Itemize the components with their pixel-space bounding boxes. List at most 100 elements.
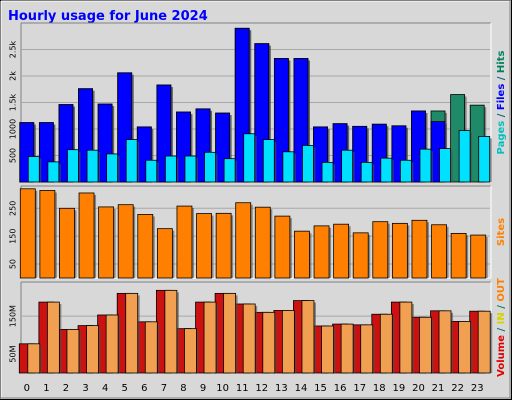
bar-pages-12 <box>262 139 275 183</box>
bar-pages-9 <box>204 151 216 183</box>
bar-pages-2 <box>67 149 79 183</box>
panel-side-label: Sites <box>496 218 507 246</box>
bar-out-18 <box>379 313 393 374</box>
bar-out-8 <box>184 328 197 374</box>
bar-out-19 <box>399 301 413 374</box>
bar-pages-6 <box>145 159 158 183</box>
bar-pages-1 <box>47 161 60 183</box>
bar-sites-14 <box>294 230 310 279</box>
panel-side-label: Pages / Files / Hits <box>496 51 507 155</box>
bar-pages-0 <box>27 156 40 183</box>
bar-files-13 <box>273 58 289 183</box>
bar-sites-22 <box>450 232 467 279</box>
x-tick-label: 13 <box>275 383 288 394</box>
bar-pages-14 <box>302 145 314 183</box>
x-tick-label: 20 <box>412 383 425 394</box>
x-tick-label: 12 <box>255 383 268 394</box>
bar-sites-23 <box>470 234 487 279</box>
y-tick-label: 1000 <box>9 119 18 139</box>
panel-volume: 50M 150M Volume / IN / OUT <box>9 278 508 377</box>
bar-sites-9 <box>196 213 212 279</box>
y-tick-label: 2.5k <box>9 40 18 58</box>
x-tick-label: 15 <box>314 383 327 394</box>
bar-pages-8 <box>184 155 197 183</box>
x-tick-label: 3 <box>82 383 88 394</box>
chart-title: Hourly usage for June 2024 <box>8 9 208 24</box>
y-tick-label: 1.5k <box>9 93 18 111</box>
x-tick-label: 6 <box>141 383 147 394</box>
bar-sites-0 <box>19 188 36 279</box>
x-axis: 0 1 2 3 4 5 6 7 8 9 10 11 12 13 14 15 16 17 18 19 20 21 22 23 <box>24 383 484 394</box>
x-tick-label: 8 <box>180 383 186 394</box>
x-tick-label: 19 <box>393 383 406 394</box>
bar-out-11 <box>242 303 256 374</box>
panel-hits: 500 1000 1.5k 2k 2.5k Pages / Files / Hits <box>9 22 507 183</box>
x-tick-label: 1 <box>43 383 49 394</box>
bar-out-3 <box>86 325 99 374</box>
bar-pages-13 <box>282 151 295 183</box>
x-tick-label: 4 <box>102 383 108 394</box>
bar-out-20 <box>419 316 432 374</box>
series-sites <box>19 188 488 279</box>
bar-pages-20 <box>419 148 432 183</box>
bar-sites-15 <box>313 225 330 279</box>
bar-out-6 <box>144 321 158 374</box>
bar-pages-10 <box>223 158 236 183</box>
bar-sites-1 <box>39 190 56 279</box>
bar-pages-3 <box>86 149 99 183</box>
bar-out-15 <box>321 325 334 374</box>
bar-sites-18 <box>372 221 389 279</box>
bar-pages-21 <box>439 148 451 183</box>
bar-pages-22 <box>458 130 471 183</box>
bar-sites-12 <box>254 206 271 279</box>
y-tick-label: 500 <box>9 148 18 163</box>
bar-pages-18 <box>380 157 393 183</box>
bar-sites-13 <box>274 215 291 279</box>
bar-pages-5 <box>125 139 138 183</box>
y-tick-label: 50M <box>9 345 18 362</box>
bar-out-2 <box>66 328 80 374</box>
y-tick-label: 150M <box>9 305 18 327</box>
x-tick-label: 9 <box>200 383 206 394</box>
x-tick-label: 14 <box>295 383 308 394</box>
bar-pages-11 <box>243 133 256 183</box>
bar-out-21 <box>438 310 452 374</box>
bar-out-17 <box>360 324 374 374</box>
bar-pages-19 <box>399 159 412 183</box>
bar-out-23 <box>477 310 491 374</box>
panel-sites: 50 150 250 Sites <box>9 185 507 279</box>
y-tick-label: 2k <box>9 71 18 81</box>
bar-pages-16 <box>341 149 354 183</box>
series-pages <box>27 130 492 183</box>
x-tick-label: 21 <box>432 383 445 394</box>
bar-pages-23 <box>478 136 491 183</box>
bar-sites-6 <box>137 214 154 279</box>
bar-out-14 <box>301 300 315 374</box>
x-tick-label: 0 <box>24 383 30 394</box>
bar-out-0 <box>27 343 41 374</box>
panels-layer: 500 1000 1.5k 2k 2.5k Pages / Files / Hits 50 1… <box>9 22 508 377</box>
x-tick-label: 23 <box>471 383 484 394</box>
bar-out-10 <box>223 292 237 374</box>
bar-sites-7 <box>156 228 173 279</box>
bar-sites-11 <box>235 202 252 279</box>
bar-out-4 <box>105 314 119 374</box>
bar-pages-15 <box>321 161 334 183</box>
series-out <box>27 289 493 374</box>
x-tick-label: 17 <box>353 383 366 394</box>
x-tick-label: 5 <box>122 383 128 394</box>
bar-sites-5 <box>117 204 134 279</box>
y-tick-label: 50 <box>9 259 18 269</box>
bar-out-16 <box>340 323 354 374</box>
panel-side-label: Volume / IN / OUT <box>496 278 507 377</box>
y-tick-label: 150 <box>9 229 18 244</box>
bar-sites-20 <box>411 219 428 279</box>
x-tick-label: 16 <box>334 383 347 394</box>
bar-sites-16 <box>333 223 350 279</box>
x-tick-label: 7 <box>161 383 167 394</box>
bar-pages-7 <box>164 155 177 183</box>
bar-out-1 <box>46 301 60 374</box>
bar-sites-10 <box>215 212 232 279</box>
bar-sites-3 <box>78 192 95 279</box>
